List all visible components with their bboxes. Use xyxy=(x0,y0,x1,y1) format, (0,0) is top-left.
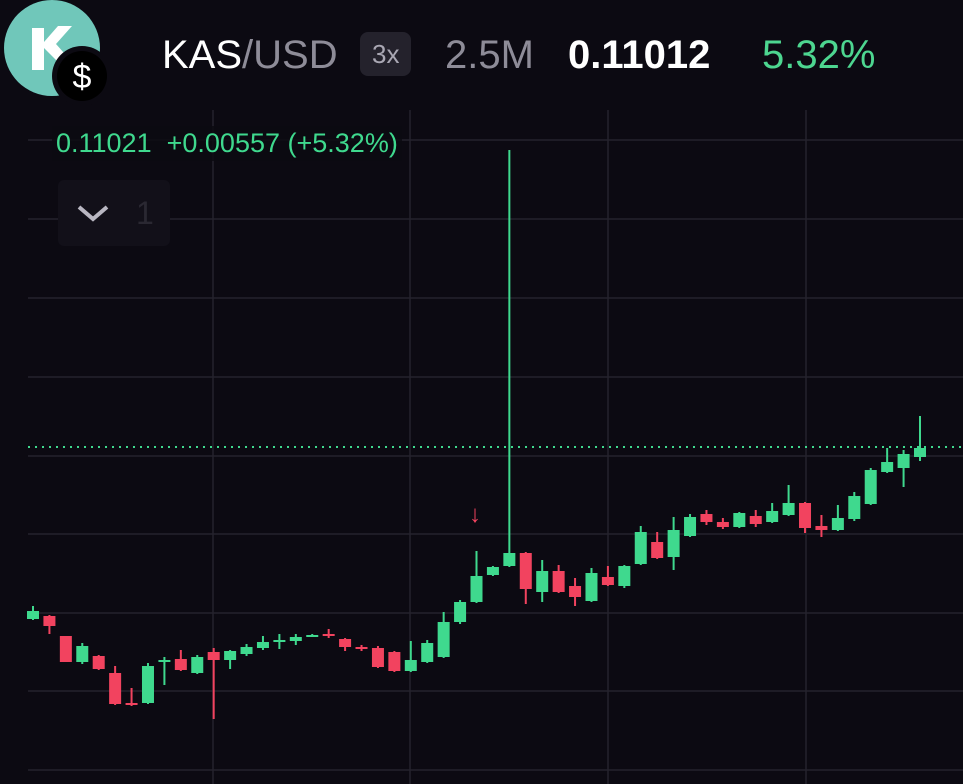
last: 0.11021 xyxy=(56,128,152,158)
candle-body xyxy=(256,642,269,648)
candle-body xyxy=(339,639,352,647)
candle-body xyxy=(569,586,582,597)
candle-body xyxy=(207,652,220,660)
coin-logo: $ xyxy=(4,0,112,106)
candle-body xyxy=(881,462,894,472)
leverage-badge[interactable]: 3x xyxy=(360,32,412,76)
candle-body xyxy=(848,496,861,519)
candle-body xyxy=(914,448,926,457)
candle-body xyxy=(700,514,713,522)
candle-body xyxy=(716,522,729,527)
candle-body xyxy=(371,648,384,667)
candle-body xyxy=(191,657,204,673)
candle-body xyxy=(684,517,697,536)
candle-body xyxy=(897,454,910,468)
price: 0.11012 xyxy=(568,32,711,77)
candle-body xyxy=(470,576,483,602)
pair[interactable]: KAS/USD xyxy=(162,30,338,80)
pct-change: (+5.32%) xyxy=(287,128,398,158)
candle-body xyxy=(601,577,614,585)
candle-body xyxy=(864,470,877,504)
candle-body xyxy=(618,566,631,586)
candle-body xyxy=(519,553,532,589)
candle-body xyxy=(322,634,335,636)
candle-body xyxy=(667,530,680,557)
candle-body xyxy=(240,647,253,654)
candle-body xyxy=(109,673,122,704)
candle-body xyxy=(158,660,171,662)
candle-body xyxy=(766,511,779,522)
candle-body xyxy=(43,616,56,626)
candle-body xyxy=(733,513,746,527)
candle-body xyxy=(141,666,154,703)
candle-body xyxy=(437,622,450,657)
abs-change: +0.00557 xyxy=(166,128,280,158)
candle-body xyxy=(76,646,89,662)
candle-body xyxy=(421,643,434,662)
candle-body xyxy=(355,647,368,649)
candle-body xyxy=(174,659,187,670)
candle-body xyxy=(404,660,417,671)
indicator-count: 1 xyxy=(136,194,154,231)
candle-body xyxy=(306,635,319,637)
svg-text:$: $ xyxy=(73,58,92,96)
candle-body xyxy=(503,553,516,566)
ohlc-overlay: 0.11021 +0.00557 (+5.32%) xyxy=(52,126,402,161)
candle-body xyxy=(831,518,844,530)
candle-body xyxy=(634,532,647,564)
candle-body xyxy=(749,516,762,524)
volume: 2.5M xyxy=(445,32,534,77)
candle-body xyxy=(59,636,72,662)
candle-body xyxy=(536,571,549,592)
candle-body xyxy=(486,567,499,575)
marker-arrow: ↓ xyxy=(469,501,481,528)
base: KAS xyxy=(162,32,243,77)
candle-body xyxy=(388,652,401,671)
chevron xyxy=(77,205,109,222)
candle-body xyxy=(782,503,795,515)
candle-body xyxy=(224,651,237,660)
candle-body xyxy=(799,503,812,528)
candle-body xyxy=(585,573,598,601)
change: 5.32% xyxy=(762,32,876,77)
candle-body xyxy=(552,571,565,592)
quote: /USD xyxy=(242,32,338,77)
candle-body xyxy=(651,542,664,558)
candle-body xyxy=(815,526,828,530)
candle-body xyxy=(454,602,467,622)
candle-body xyxy=(273,640,286,642)
candle-body xyxy=(125,703,138,705)
candle-body xyxy=(27,611,39,619)
candle-body xyxy=(289,637,302,641)
candle-body xyxy=(92,656,105,669)
indicator-toggle[interactable]: 1 xyxy=(58,180,170,246)
